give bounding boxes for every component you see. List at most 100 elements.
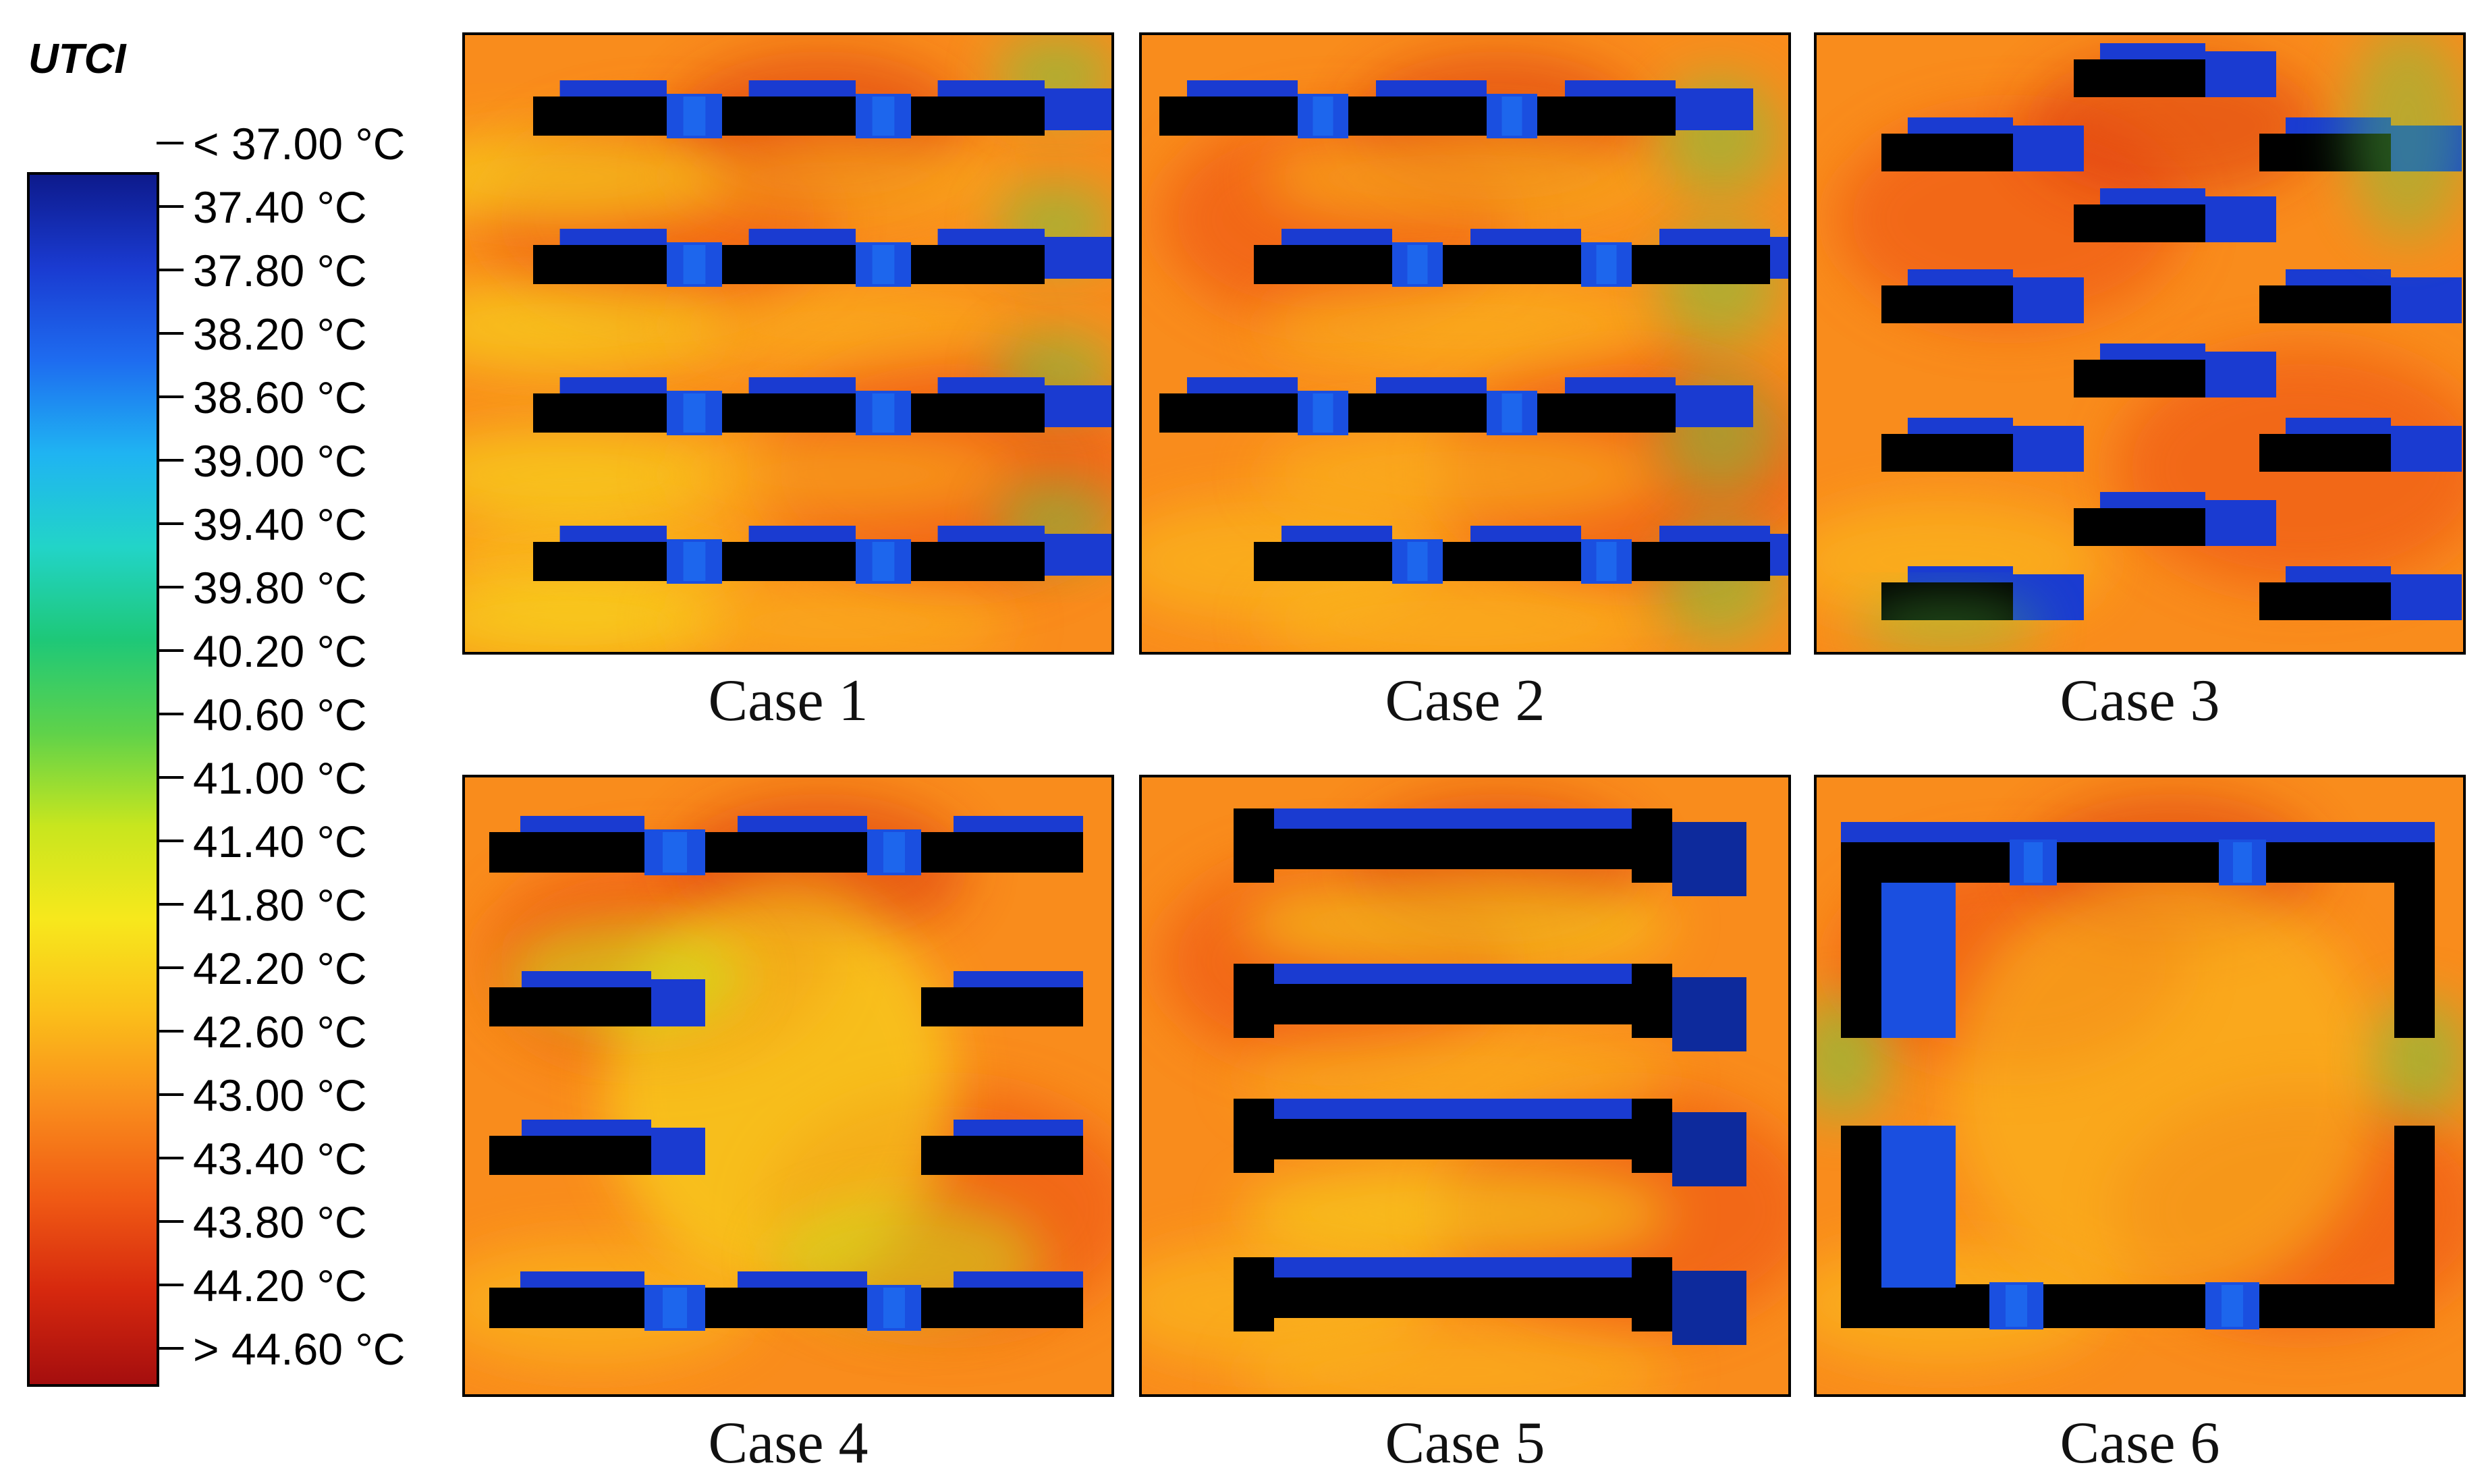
heatmap-field — [462, 32, 1114, 655]
shade-strip — [1565, 80, 1676, 98]
cool-zone — [1854, 599, 2043, 653]
warm-zone — [462, 576, 725, 655]
building — [722, 393, 856, 433]
building — [489, 1136, 651, 1175]
shade-strip — [1274, 1099, 1632, 1119]
heatmap-panel — [1814, 775, 2466, 1397]
shade-block — [2391, 574, 2462, 620]
gap-highlight — [872, 245, 895, 284]
shade-strip — [1841, 822, 2435, 842]
colorbar-tick — [157, 649, 184, 652]
shade-strip — [954, 816, 1083, 833]
building — [1443, 245, 1581, 284]
shade-strip — [1376, 80, 1487, 98]
colorbar-tick-label: 41.40 °C — [193, 817, 367, 867]
shade-strip — [1281, 526, 1392, 543]
shade-strip — [954, 971, 1083, 989]
colorbar-tick — [157, 903, 184, 906]
building — [1537, 97, 1676, 136]
shade-strip — [2286, 269, 2391, 287]
shade-strip — [1470, 229, 1581, 246]
warm-zone — [1240, 876, 1672, 970]
warm-zone — [1240, 1325, 1672, 1397]
shade-block — [1672, 977, 1746, 1051]
building — [2259, 582, 2391, 620]
building-wing — [1234, 1257, 1274, 1331]
warm-zone — [1949, 869, 2381, 1301]
shade-block — [1045, 237, 1114, 279]
colorbar-tick — [157, 1220, 184, 1223]
shade-strip — [559, 80, 667, 98]
panel-border — [1139, 775, 1791, 1397]
building — [1348, 97, 1487, 136]
shade-strip — [1274, 1257, 1632, 1277]
shade-strip — [937, 377, 1045, 395]
warm-zone — [1261, 130, 1665, 225]
building — [1841, 842, 2435, 883]
panel-border — [462, 775, 1114, 1397]
gap-highlight — [1596, 542, 1617, 581]
shade-strip — [738, 816, 867, 833]
case-label: Case 2 — [1385, 668, 1545, 734]
colorbar-tick — [157, 142, 184, 144]
gap-highlight — [872, 97, 895, 136]
shade-strip — [954, 1271, 1083, 1289]
building — [1881, 285, 2013, 323]
heatmap-panel — [1139, 775, 1791, 1397]
shade-strip — [1187, 80, 1298, 98]
colorbar-tick — [157, 966, 184, 969]
heatmap-panel — [1139, 32, 1791, 655]
shade-strip — [1659, 526, 1770, 543]
building — [911, 97, 1045, 136]
building — [1632, 245, 1770, 284]
colorbar-tick-label: 43.80 °C — [193, 1197, 367, 1247]
colorbar-tick — [157, 269, 184, 271]
shade-strip — [1376, 377, 1487, 395]
shade-strip — [522, 1120, 651, 1137]
building — [911, 542, 1045, 581]
building — [489, 1288, 644, 1328]
colorbar-tick — [157, 395, 184, 398]
building — [1348, 393, 1487, 433]
colorbar-tick-label: 39.80 °C — [193, 563, 367, 613]
building — [911, 393, 1045, 433]
shade-strip — [522, 971, 651, 989]
colorbar-tick — [157, 586, 184, 588]
gap-highlight — [663, 1288, 687, 1328]
shade-strip — [738, 1271, 867, 1289]
shade-strip — [559, 229, 667, 246]
building — [2074, 59, 2205, 97]
colorbar-tick-label: 39.40 °C — [193, 499, 367, 549]
shade-block — [1770, 237, 1791, 279]
shade-strip — [748, 526, 856, 543]
shade-strip — [937, 80, 1045, 98]
warm-zone — [1261, 576, 1665, 655]
heatmap-field — [1814, 32, 2466, 655]
shade-block — [1676, 385, 1753, 427]
building — [1234, 1119, 1672, 1159]
building — [1537, 393, 1676, 433]
colorbar-tick-label: 41.80 °C — [193, 880, 367, 930]
shade-block — [2391, 277, 2462, 323]
building — [533, 245, 667, 284]
shade-block — [2391, 426, 2462, 472]
shade-strip — [520, 816, 644, 833]
shade-strip — [937, 526, 1045, 543]
building — [705, 832, 867, 873]
building — [1159, 393, 1298, 433]
building — [2394, 883, 2435, 1038]
shade-strip — [2286, 566, 2391, 584]
colorbar-tick-label: 40.60 °C — [193, 690, 367, 740]
heatmap-panel — [462, 32, 1114, 655]
heatmap-field — [1139, 775, 1791, 1397]
shade-block — [1672, 1112, 1746, 1186]
colorbar-tick-label: < 37.00 °C — [193, 119, 406, 169]
warm-zone — [665, 434, 1016, 515]
shade-strip — [559, 526, 667, 543]
colorbar-tick-label: 38.20 °C — [193, 309, 367, 359]
legend-title: UTCI — [28, 36, 126, 82]
shade-strip — [2100, 43, 2205, 61]
colorbar-tick — [157, 776, 184, 779]
cool-zone — [2347, 32, 2466, 242]
building — [921, 987, 1083, 1026]
